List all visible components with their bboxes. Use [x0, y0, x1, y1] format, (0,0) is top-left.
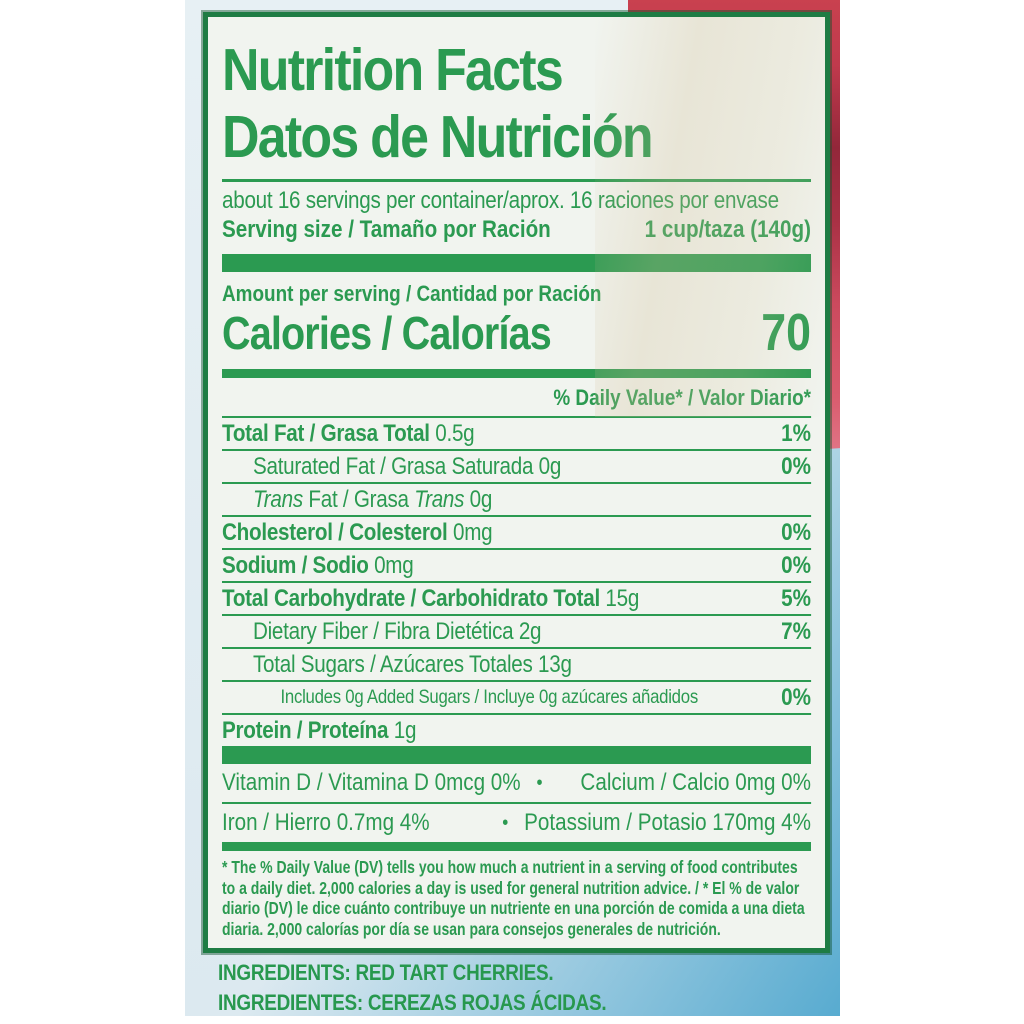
nutrient-name: Includes 0g Added Sugars / Incluye 0g az… [280, 686, 698, 708]
daily-value-percent: 5% [781, 584, 811, 612]
nutrient-row: Total Sugars / Azúcares Totales 13g [222, 647, 811, 680]
package-photo: Nutrition Facts Datos de Nutrición about… [185, 0, 840, 1016]
nutrient-row: Trans Fat / Grasa Trans 0g [222, 482, 811, 515]
micronutrient-left: Iron / Hierro 0.7mg 4% [222, 809, 430, 836]
serving-size-label: Serving size / Tamaño por Ración [222, 216, 551, 243]
nutrient-row: Cholesterol / Colesterol 0mg 0% [222, 515, 811, 548]
ingredients-es: INGREDIENTES: CEREZAS ROJAS ÁCIDAS. [218, 990, 607, 1015]
divider-thick [222, 746, 811, 764]
nutrient-row: Total Carbohydrate / Carbohidrato Total … [222, 581, 811, 614]
daily-value-percent: 0% [781, 683, 811, 711]
nutrient-name: Protein / Proteína 1g [222, 716, 417, 744]
ingredients-block: INGREDIENTS: RED TART CHERRIES. INGREDIE… [218, 958, 670, 1018]
micronutrient-left: Vitamin D / Vitamina D 0mcg 0% [222, 769, 521, 796]
title-es: Datos de Nutrición [222, 104, 654, 170]
daily-value-percent: 1% [781, 419, 811, 447]
nutrient-row: Sodium / Sodio 0mg 0% [222, 548, 811, 581]
nutrient-name: Total Sugars / Azúcares Totales 13g [252, 650, 572, 678]
micronutrient-row: Iron / Hierro 0.7mg 4% • Potassium / Potas… [222, 804, 811, 842]
calories-value: 70 [761, 304, 811, 362]
nutrient-rows: Total Fat / Grasa Total 0.5g 1% Saturated … [222, 416, 811, 746]
footnote: * The % Daily Value (DV) tells you how m… [222, 857, 805, 939]
divider-medium [222, 369, 811, 378]
daily-value-percent: 0% [781, 518, 811, 546]
nutrient-name: Total Carbohydrate / Carbohidrato Total … [222, 584, 640, 612]
nutrient-row: Protein / Proteína 1g [222, 713, 811, 746]
daily-value-percent: 0% [781, 551, 811, 579]
nutrient-name: Saturated Fat / Grasa Saturada 0g [252, 452, 562, 480]
daily-value-percent: 0% [781, 452, 811, 480]
amount-per-serving: Amount per serving / Cantidad por Ración [222, 281, 602, 306]
nutrient-row: Saturated Fat / Grasa Saturada 0g 0% [222, 449, 811, 482]
calories-label: Calories / Calorías [222, 307, 552, 359]
nutrient-name: Trans Fat / Grasa Trans 0g [252, 485, 493, 513]
micronutrient-right: Calcium / Calcio 0mg 0% [580, 769, 811, 796]
nutrient-name: Sodium / Sodio 0mg [222, 551, 414, 579]
nutrient-name: Dietary Fiber / Fibra Dietética 2g [252, 617, 542, 645]
nutrient-name: Cholesterol / Colesterol 0mg [222, 518, 493, 546]
micronutrient-row: Vitamin D / Vitamina D 0mcg 0% • Calcium /… [222, 764, 811, 802]
calories-line: Calories / Calorías 70 [222, 304, 811, 362]
bullet-icon: • [536, 771, 543, 794]
serving-size-line: Serving size / Tamaño por Ración 1 cup/t… [222, 215, 811, 245]
servings-per-container: about 16 servings per container/aprox. 1… [222, 187, 779, 214]
title-en: Nutrition Facts [222, 37, 564, 103]
bullet-icon: • [502, 811, 509, 834]
serving-size-value: 1 cup/taza (140g) [644, 216, 811, 243]
nutrient-row: Dietary Fiber / Fibra Dietética 2g 7% [222, 614, 811, 647]
divider-thin [222, 179, 811, 182]
nutrient-name: Total Fat / Grasa Total 0.5g [222, 419, 475, 447]
micronutrient-right: Potassium / Potasio 170mg 4% [524, 809, 811, 836]
divider-thick [222, 254, 811, 272]
divider-medium [222, 842, 811, 851]
micronutrient-rows: Vitamin D / Vitamina D 0mcg 0% • Calcium /… [222, 764, 811, 842]
ingredients-en: INGREDIENTS: RED TART CHERRIES. [218, 960, 554, 985]
daily-value-percent: 7% [781, 617, 811, 645]
divider-thin [222, 802, 811, 804]
daily-value-header: % Daily Value* / Valor Diario* [553, 385, 811, 410]
nutrient-row: Includes 0g Added Sugars / Incluye 0g az… [222, 680, 811, 713]
nutrient-row: Total Fat / Grasa Total 0.5g 1% [222, 416, 811, 449]
nutrition-facts-panel: Nutrition Facts Datos de Nutrición about… [203, 12, 830, 953]
